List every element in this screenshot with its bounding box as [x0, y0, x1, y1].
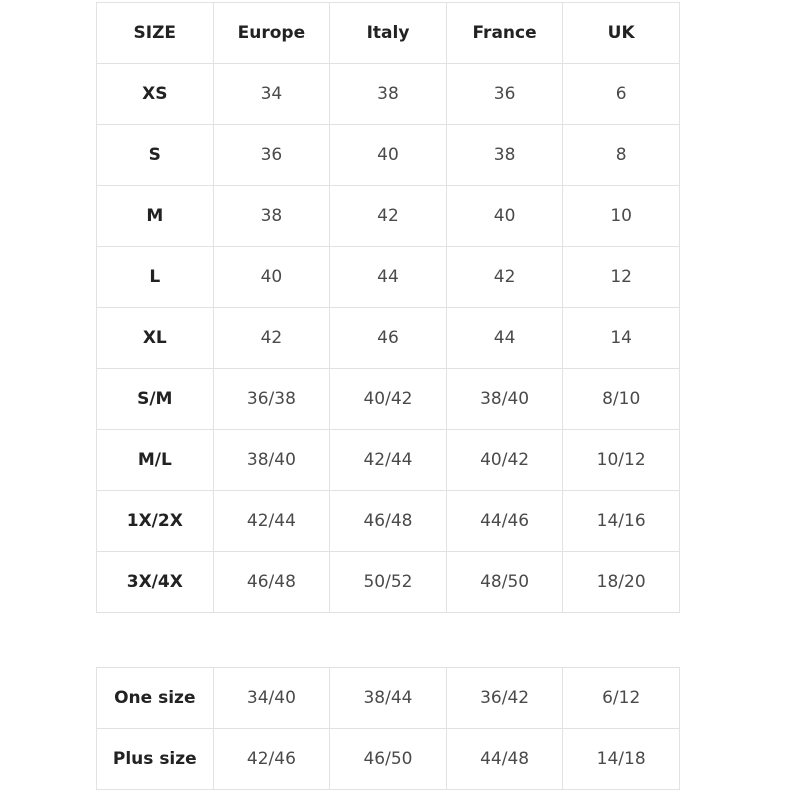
size-value-cell: 42/44: [329, 429, 447, 491]
size-label-cell: XS: [96, 63, 214, 125]
size-value-cell: 38/40: [212, 429, 331, 491]
column-header: France: [445, 2, 564, 64]
size-label-cell: L: [96, 246, 214, 308]
table-row: L 40 44 42 12: [96, 246, 680, 308]
table-row: 1X/2X 42/44 46/48 44/46 14/16: [96, 490, 680, 552]
size-value-cell: 14/18: [562, 728, 680, 790]
column-header: Italy: [329, 2, 447, 64]
size-value-cell: 8: [562, 124, 680, 186]
size-value-cell: 10/12: [562, 429, 680, 491]
size-value-cell: 38: [212, 185, 331, 247]
size-value-cell: 42/44: [212, 490, 331, 552]
size-value-cell: 40: [445, 185, 564, 247]
table-row: XL 42 46 44 14: [96, 307, 680, 369]
size-value-cell: 46/48: [212, 551, 331, 613]
size-value-cell: 34: [212, 63, 331, 125]
size-value-cell: 36/38: [212, 368, 331, 430]
size-label-cell: 1X/2X: [96, 490, 214, 552]
size-value-cell: 42: [212, 307, 331, 369]
size-value-cell: 36/42: [445, 667, 564, 729]
column-header: UK: [562, 2, 680, 64]
size-label-cell: M: [96, 185, 214, 247]
size-value-cell: 40: [329, 124, 447, 186]
size-value-cell: 42: [329, 185, 447, 247]
table-row: S/M 36/38 40/42 38/40 8/10: [96, 368, 680, 430]
size-value-cell: 44: [329, 246, 447, 308]
size-value-cell: 14/16: [562, 490, 680, 552]
size-label-cell: Plus size: [96, 728, 214, 790]
table-row: Plus size 42/46 46/50 44/48 14/18: [96, 728, 680, 790]
size-label-cell: One size: [96, 667, 214, 729]
column-header: Europe: [212, 2, 331, 64]
table-row: 3X/4X 46/48 50/52 48/50 18/20: [96, 551, 680, 613]
size-value-cell: 8/10: [562, 368, 680, 430]
size-value-cell: 6: [562, 63, 680, 125]
table-row: M/L 38/40 42/44 40/42 10/12: [96, 429, 680, 491]
size-label-cell: M/L: [96, 429, 214, 491]
size-label-cell: S: [96, 124, 214, 186]
special-sizes-table: One size 34/40 38/44 36/42 6/12 Plus size 42/4…: [96, 667, 680, 790]
size-value-cell: 48/50: [445, 551, 564, 613]
size-value-cell: 42: [445, 246, 564, 308]
table-row: One size 34/40 38/44 36/42 6/12: [96, 667, 680, 729]
size-value-cell: 46/50: [329, 728, 447, 790]
size-value-cell: 44/46: [445, 490, 564, 552]
table-row: XS 34 38 36 6: [96, 63, 680, 125]
header-row: SIZE Europe Italy France UK: [96, 2, 680, 64]
size-value-cell: 34/40: [212, 667, 331, 729]
size-value-cell: 50/52: [329, 551, 447, 613]
size-value-cell: 18/20: [562, 551, 680, 613]
column-header: SIZE: [96, 2, 214, 64]
size-value-cell: 46: [329, 307, 447, 369]
size-value-cell: 42/46: [212, 728, 331, 790]
size-value-cell: 38: [445, 124, 564, 186]
size-label-cell: S/M: [96, 368, 214, 430]
size-value-cell: 12: [562, 246, 680, 308]
size-value-cell: 38/40: [445, 368, 564, 430]
size-value-cell: 38: [329, 63, 447, 125]
size-value-cell: 40: [212, 246, 331, 308]
table-row: M 38 42 40 10: [96, 185, 680, 247]
size-value-cell: 14: [562, 307, 680, 369]
table-row: S 36 40 38 8: [96, 124, 680, 186]
size-label-cell: 3X/4X: [96, 551, 214, 613]
size-value-cell: 38/44: [329, 667, 447, 729]
size-value-cell: 40/42: [329, 368, 447, 430]
size-value-cell: 46/48: [329, 490, 447, 552]
size-label-cell: XL: [96, 307, 214, 369]
size-chart-table: SIZE Europe Italy France UK XS 34 38 36 6 S 36 40 38…: [96, 2, 680, 613]
size-value-cell: 6/12: [562, 667, 680, 729]
size-value-cell: 44/48: [445, 728, 564, 790]
size-value-cell: 44: [445, 307, 564, 369]
size-value-cell: 36: [212, 124, 331, 186]
size-value-cell: 40/42: [445, 429, 564, 491]
size-value-cell: 36: [445, 63, 564, 125]
size-value-cell: 10: [562, 185, 680, 247]
